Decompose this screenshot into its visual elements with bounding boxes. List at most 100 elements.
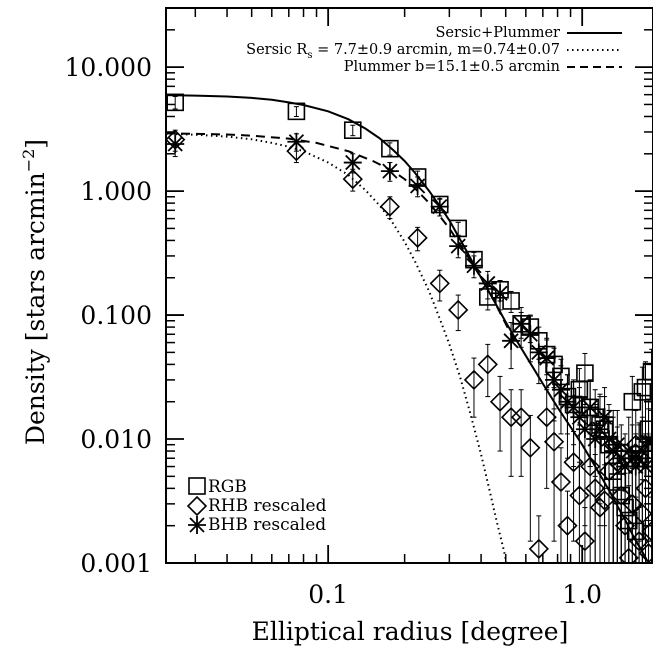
rhb-point xyxy=(429,273,450,294)
data-markers xyxy=(166,93,653,563)
bhb-point xyxy=(408,176,427,195)
rhb-point xyxy=(448,299,469,321)
rhb-point xyxy=(511,407,532,428)
y-tick-label: 0.010 xyxy=(80,425,152,454)
legend-sersic-plummer-label: Sersic+Plummer xyxy=(435,25,560,41)
rhb-point xyxy=(463,369,485,391)
rhb-point xyxy=(557,515,578,536)
bhb-point xyxy=(642,432,653,451)
bhb-point xyxy=(343,153,362,172)
rgb-point xyxy=(166,93,184,112)
plot-frame xyxy=(165,7,653,564)
bhb-point xyxy=(595,408,614,427)
bhb-point-stroke xyxy=(621,443,637,459)
model-curve-dotted xyxy=(166,132,508,563)
legend-diamond-marker xyxy=(186,495,208,517)
rhb-point xyxy=(580,456,601,477)
bhb-point-stroke xyxy=(513,316,529,332)
bhb-point-stroke xyxy=(609,437,625,453)
bhb-point-stroke xyxy=(409,178,426,194)
bhb-point xyxy=(537,349,556,368)
bhb-point-stroke xyxy=(522,326,538,342)
y-tick-label: 0.100 xyxy=(80,301,152,330)
rhb-point xyxy=(574,531,596,552)
marker-legend: RGB RHB rescaled BHB rescaled xyxy=(186,477,327,535)
rhb-point xyxy=(536,407,557,428)
rgb-point xyxy=(287,102,306,121)
bhb-point-stroke xyxy=(503,333,519,349)
rhb-point xyxy=(407,227,428,248)
rhb-point xyxy=(500,407,522,428)
rgb-point xyxy=(633,383,652,401)
bhb-point xyxy=(581,398,600,417)
bhb-point-stroke xyxy=(539,350,555,366)
bhb-point xyxy=(478,274,497,293)
bhb-point-stroke xyxy=(382,163,398,179)
bhb-point-stroke xyxy=(480,275,496,292)
rhb-point xyxy=(563,452,584,473)
bhb-point xyxy=(430,197,449,216)
y-axis-label: Density [stars arcmin−2] xyxy=(19,139,50,445)
bhb-point xyxy=(287,132,306,151)
bhb-point-stroke xyxy=(345,154,361,171)
bhb-point xyxy=(529,343,548,362)
rhb-point xyxy=(379,196,401,217)
bhb-point xyxy=(521,325,540,344)
legend-sersic-label: Sersic Rs = 7.7±0.9 arcmin, m=0.74±0.07 xyxy=(246,42,560,61)
legend-rhb-label: RHB rescaled xyxy=(208,496,327,516)
bhb-point-stroke xyxy=(601,431,617,447)
rhb-point xyxy=(632,503,653,524)
rhb-point xyxy=(614,515,636,536)
tick-labels: 0.1 1.0 10.000 1.000 0.100 0.010 0.001 xyxy=(65,53,603,609)
bhb-point-stroke xyxy=(565,399,582,416)
bhb-point-stroke xyxy=(167,136,183,152)
rhb-point xyxy=(550,471,572,493)
bhb-point-stroke xyxy=(546,372,562,388)
legend-plummer-label: Plummer b=15.1±0.5 arcmin xyxy=(344,59,560,75)
rgb-point xyxy=(502,292,520,310)
bhb-point xyxy=(491,284,510,303)
model-curve-dashed xyxy=(166,132,518,345)
bhb-point-stroke xyxy=(582,399,598,416)
rgb-point xyxy=(576,364,594,382)
bhb-point-stroke xyxy=(432,198,448,215)
legend-rgb-label: RGB xyxy=(208,477,247,497)
rhb-point xyxy=(618,547,639,563)
rhb-point xyxy=(594,490,615,511)
y-tick-label: 0.001 xyxy=(80,549,152,578)
legend-square-marker xyxy=(188,477,206,495)
bhb-point-stroke xyxy=(531,344,547,361)
legend-bhb-label: BHB rescaled xyxy=(208,515,326,535)
rhb-point xyxy=(528,538,549,560)
bhb-point-stroke xyxy=(466,258,482,274)
rhb-point xyxy=(585,478,606,499)
bhb-point xyxy=(380,162,399,181)
legend-asterisk-marker xyxy=(188,516,206,534)
axis-ticks xyxy=(166,7,653,564)
rhb-point xyxy=(635,478,653,499)
rhb-point xyxy=(622,493,643,514)
x-tick-label: 0.1 xyxy=(308,580,348,609)
rhb-point xyxy=(342,168,363,190)
rgb-point xyxy=(381,139,399,158)
bhb-point xyxy=(502,331,521,350)
bhb-point xyxy=(551,380,570,399)
rhb-point xyxy=(520,437,541,458)
bhb-point-stroke xyxy=(492,285,508,301)
bhb-point xyxy=(449,237,468,256)
rhb-point xyxy=(543,431,565,452)
rhb-point xyxy=(611,485,632,506)
bhb-point xyxy=(564,398,583,417)
line-legend: Sersic+Plummer Sersic Rs = 7.7±0.9 arcmi… xyxy=(246,25,622,75)
x-axis-label: Elliptical radius [degree] xyxy=(252,617,569,646)
bhb-point-stroke xyxy=(596,409,613,425)
bhb-point xyxy=(545,370,564,389)
rhb-point xyxy=(489,391,511,412)
bhb-point xyxy=(464,256,483,275)
rhb-point xyxy=(641,521,653,542)
bhb-point xyxy=(166,134,185,153)
rhb-point xyxy=(569,485,590,506)
rgb-point xyxy=(449,219,467,238)
bhb-point-stroke xyxy=(577,421,593,437)
